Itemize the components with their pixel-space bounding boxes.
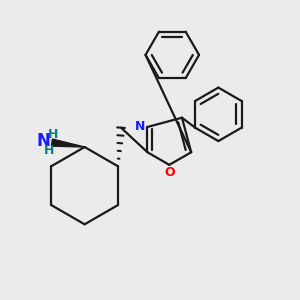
- Text: H: H: [44, 143, 55, 157]
- Text: N: N: [36, 132, 50, 150]
- Polygon shape: [51, 139, 85, 147]
- Text: N: N: [135, 121, 145, 134]
- Text: H: H: [48, 128, 58, 141]
- Text: O: O: [164, 166, 175, 179]
